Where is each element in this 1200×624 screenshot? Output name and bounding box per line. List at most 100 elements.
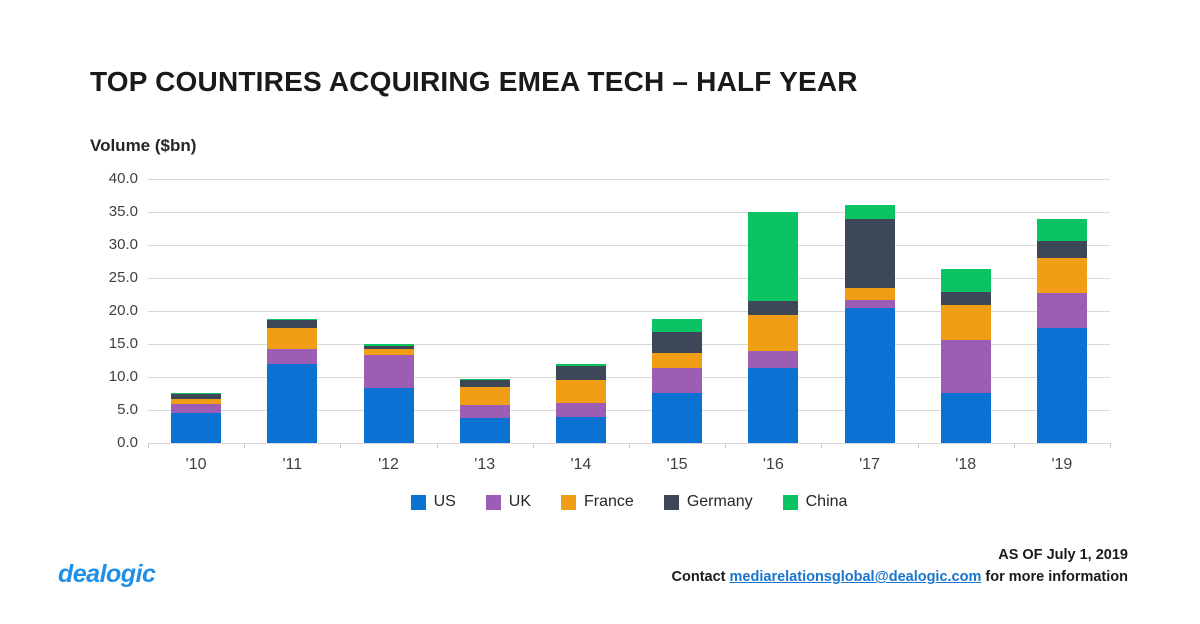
bar-segment-us-11 [267, 363, 318, 443]
legend-item-germany: Germany [663, 493, 753, 511]
bar-segment-germany-14 [555, 365, 606, 381]
bar-13 [459, 179, 510, 443]
y-tick-label-30.0: 30.0 [108, 236, 138, 253]
bar-segment-us-10 [171, 413, 222, 443]
bar-segment-us-16 [748, 367, 799, 443]
legend-swatch-china [782, 494, 798, 510]
bar-segment-germany-10 [171, 394, 222, 399]
bar-segment-china-16 [748, 212, 799, 302]
page-title: TOP COUNTIRES ACQUIRING EMEA TECH – HALF… [90, 66, 858, 97]
bar-segment-germany-11 [267, 320, 318, 328]
bar-segment-china-17 [844, 205, 895, 219]
bar-segment-france-15 [652, 353, 703, 369]
bar-segment-china-13 [459, 379, 510, 381]
x-axis-tick [436, 443, 438, 448]
y-tick-label-10.0: 10.0 [108, 368, 138, 385]
bar-segment-germany-13 [459, 380, 510, 387]
bar-11 [267, 179, 318, 443]
x-tick-label-13: '13 [474, 456, 496, 473]
legend-item-china: China [782, 493, 848, 511]
x-tick-label-14: '14 [570, 456, 592, 473]
x-tick-label-17: '17 [859, 456, 880, 473]
gridline-35 [148, 212, 1110, 213]
legend-label-uk: UK [508, 493, 532, 510]
bar-segment-uk-17 [844, 299, 895, 308]
gridline-5 [148, 410, 1110, 411]
bar-segment-france-11 [267, 327, 318, 349]
bar-segment-uk-16 [748, 351, 799, 368]
bar-segment-uk-10 [171, 404, 222, 414]
legend-item-uk: UK [485, 493, 532, 511]
bar-segment-china-11 [267, 318, 318, 321]
x-axis-tick [725, 443, 727, 448]
bar-segment-france-16 [748, 314, 799, 352]
x-axis-tick [148, 443, 149, 448]
legend-swatch-us [410, 494, 426, 510]
bar-segment-germany-17 [844, 218, 895, 288]
bar-segment-us-13 [459, 417, 510, 443]
x-tick-label-12: '12 [378, 456, 399, 473]
x-axis-tick [244, 443, 246, 448]
bar-segment-us-12 [363, 388, 414, 443]
legend-item-france: France [561, 493, 634, 511]
legend-label-us: US [433, 493, 456, 510]
bar-segment-us-14 [555, 416, 606, 443]
bar-segment-uk-12 [363, 354, 414, 389]
bar-19 [1036, 179, 1087, 443]
bar-segment-france-18 [940, 305, 991, 341]
x-tick-label-15: '15 [666, 456, 688, 473]
bar-18 [940, 179, 991, 443]
contact-suffix: for more information [981, 569, 1128, 585]
bar-segment-uk-11 [267, 348, 318, 364]
bar-segment-germany-16 [748, 301, 799, 315]
bar-16 [748, 179, 799, 443]
contact-prefix: Contact [671, 569, 730, 585]
bar-segment-france-19 [1036, 258, 1087, 293]
legend-label-china: China [805, 493, 848, 510]
chart-plot-area [148, 179, 1111, 448]
bar-segment-uk-14 [555, 403, 606, 417]
bar-14 [555, 179, 606, 443]
bar-12 [363, 179, 414, 443]
legend-swatch-germany [663, 494, 679, 510]
y-axis-title: Volume ($bn) [90, 136, 197, 155]
dealogic-logo: dealogic [58, 560, 156, 588]
y-tick-label-25.0: 25.0 [108, 269, 138, 286]
bar-segment-france-14 [555, 380, 606, 404]
bar-10 [171, 179, 222, 443]
legend-label-france: France [584, 493, 634, 510]
gridline-20 [148, 311, 1110, 312]
y-tick-label-15.0: 15.0 [108, 335, 138, 352]
bar-segment-uk-15 [652, 368, 703, 393]
gridline-10 [148, 377, 1110, 378]
bar-segment-us-17 [844, 307, 895, 443]
bar-17 [844, 179, 895, 443]
x-axis-tick [532, 443, 534, 448]
bar-segment-us-19 [1036, 327, 1087, 443]
bar-segment-china-10 [171, 392, 222, 395]
bar-segment-us-15 [652, 392, 703, 443]
bar-segment-china-12 [363, 344, 414, 346]
as-of-date: AS OF July 1, 2019 [998, 547, 1128, 563]
legend-label-germany: Germany [686, 493, 753, 510]
bar-segment-germany-15 [652, 332, 703, 354]
x-axis-tick [340, 443, 342, 448]
y-tick-label-35.0: 35.0 [108, 203, 138, 220]
x-axis-tick [821, 443, 823, 448]
bar-segment-china-15 [652, 318, 703, 333]
contact-line: Contact mediarelationsglobal@dealogic.co… [672, 566, 1128, 588]
x-axis-tick [1013, 443, 1015, 448]
contact-email-link[interactable]: mediarelationsglobal@dealogic.com [729, 569, 982, 585]
y-tick-label-5.0: 5.0 [117, 401, 138, 418]
legend-item-us: US [410, 493, 456, 511]
y-tick-label-0.0: 0.0 [117, 434, 138, 451]
x-axis-tick [1110, 443, 1111, 448]
gridline-25 [148, 278, 1110, 279]
y-tick-label-40.0: 40.0 [108, 170, 138, 187]
bar-segment-germany-12 [363, 346, 414, 349]
bar-segment-uk-19 [1036, 292, 1087, 328]
bar-segment-france-12 [363, 348, 414, 355]
bar-segment-uk-13 [459, 405, 510, 418]
x-tick-label-19: '19 [1051, 456, 1073, 473]
bar-segment-us-18 [940, 392, 991, 443]
